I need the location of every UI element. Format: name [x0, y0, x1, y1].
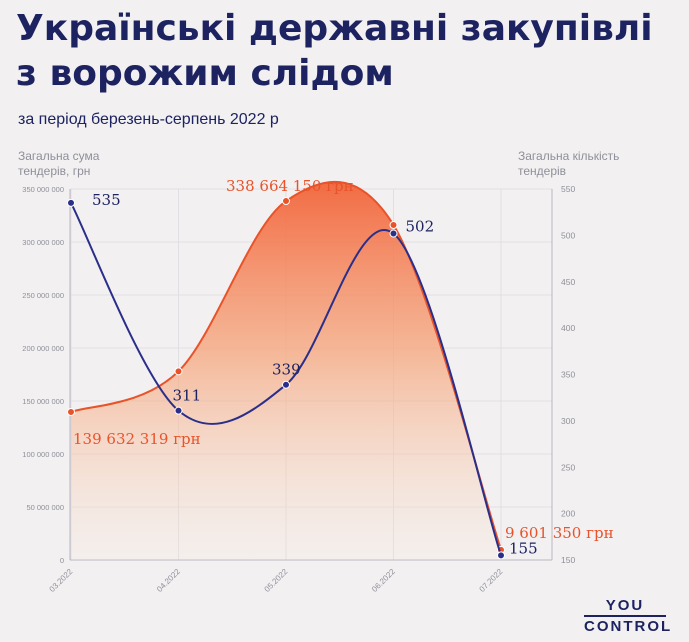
- logo-line2: CONTROL: [584, 618, 673, 635]
- left-tick-label: 300 000 000: [22, 238, 64, 247]
- count-point: [389, 229, 398, 238]
- x-tick-label: 07.2022: [478, 567, 505, 594]
- amount-data-label: 139 632 319 грн: [73, 430, 201, 448]
- right-tick-label: 200: [561, 509, 575, 519]
- left-axis: 0 50 000 000 100 000 000 150 000 000 200 000…: [22, 185, 64, 565]
- left-tick-label: 250 000 000: [22, 291, 64, 300]
- count-line: [70, 202, 502, 556]
- amount-series: [67, 180, 505, 560]
- count-data-label: 502: [406, 218, 435, 236]
- left-tick-label: 150 000 000: [22, 397, 64, 406]
- right-tick-label: 550: [561, 184, 575, 194]
- chart-subtitle: за період березень-серпень 2022 р: [18, 111, 279, 128]
- count-data-label: 339: [272, 361, 301, 379]
- amount-point: [389, 221, 398, 230]
- right-tick-label: 300: [561, 416, 575, 426]
- count-point: [174, 406, 183, 415]
- count-point: [282, 380, 290, 389]
- amount-area: [71, 181, 501, 560]
- x-tick-label: 05.2022: [263, 567, 290, 594]
- count-point: [497, 551, 505, 560]
- count-series: [67, 198, 505, 560]
- count-data-label: 155: [509, 539, 538, 557]
- amount-point: [174, 367, 183, 376]
- right-axis: 150 200 250 300 350 400 450 500 550: [561, 184, 575, 565]
- left-axis-label: Загальна сума тендерів, грн: [18, 149, 100, 178]
- count-data-label: 311: [173, 387, 202, 405]
- amount-point: [67, 407, 75, 416]
- amount-line: [70, 180, 502, 551]
- right-tick-label: 150: [561, 555, 575, 565]
- right-tick-label: 500: [561, 230, 575, 240]
- chart-title: Українські державні закупівлі з ворожим …: [16, 8, 653, 94]
- left-tick-label: 100 000 000: [22, 450, 64, 459]
- right-tick-label: 400: [561, 323, 575, 333]
- right-axis-label: Загальна кількість тендерів: [518, 149, 620, 178]
- amount-data-label: 338 664 150 грн: [226, 177, 354, 195]
- left-tick-label: 200 000 000: [22, 344, 64, 353]
- amount-data-label: 9 601 350 грн: [505, 524, 614, 542]
- count-data-label: 535: [92, 191, 121, 209]
- amount-point: [282, 197, 290, 206]
- x-tick-label: 04.2022: [155, 567, 182, 594]
- data-labels: 139 632 319 грн 338 664 150 грн 9 601 350 …: [73, 177, 614, 557]
- logo-line1: YOU: [605, 597, 645, 614]
- right-tick-label: 450: [561, 277, 575, 287]
- left-tick-label: 350 000 000: [22, 185, 64, 194]
- left-tick-label: 50 000 000: [26, 503, 64, 512]
- left-tick-label: 0: [60, 556, 64, 565]
- x-tick-label: 03.2022: [48, 567, 75, 594]
- count-point: [67, 198, 75, 207]
- youcontrol-logo: YOU CONTROL: [584, 597, 673, 635]
- x-axis: 03.2022 04.2022 05.2022 06.2022 07.2022: [48, 567, 505, 594]
- x-tick-label: 06.2022: [370, 567, 397, 594]
- right-tick-label: 250: [561, 462, 575, 472]
- right-tick-label: 350: [561, 370, 575, 380]
- logo-bar: [584, 615, 666, 617]
